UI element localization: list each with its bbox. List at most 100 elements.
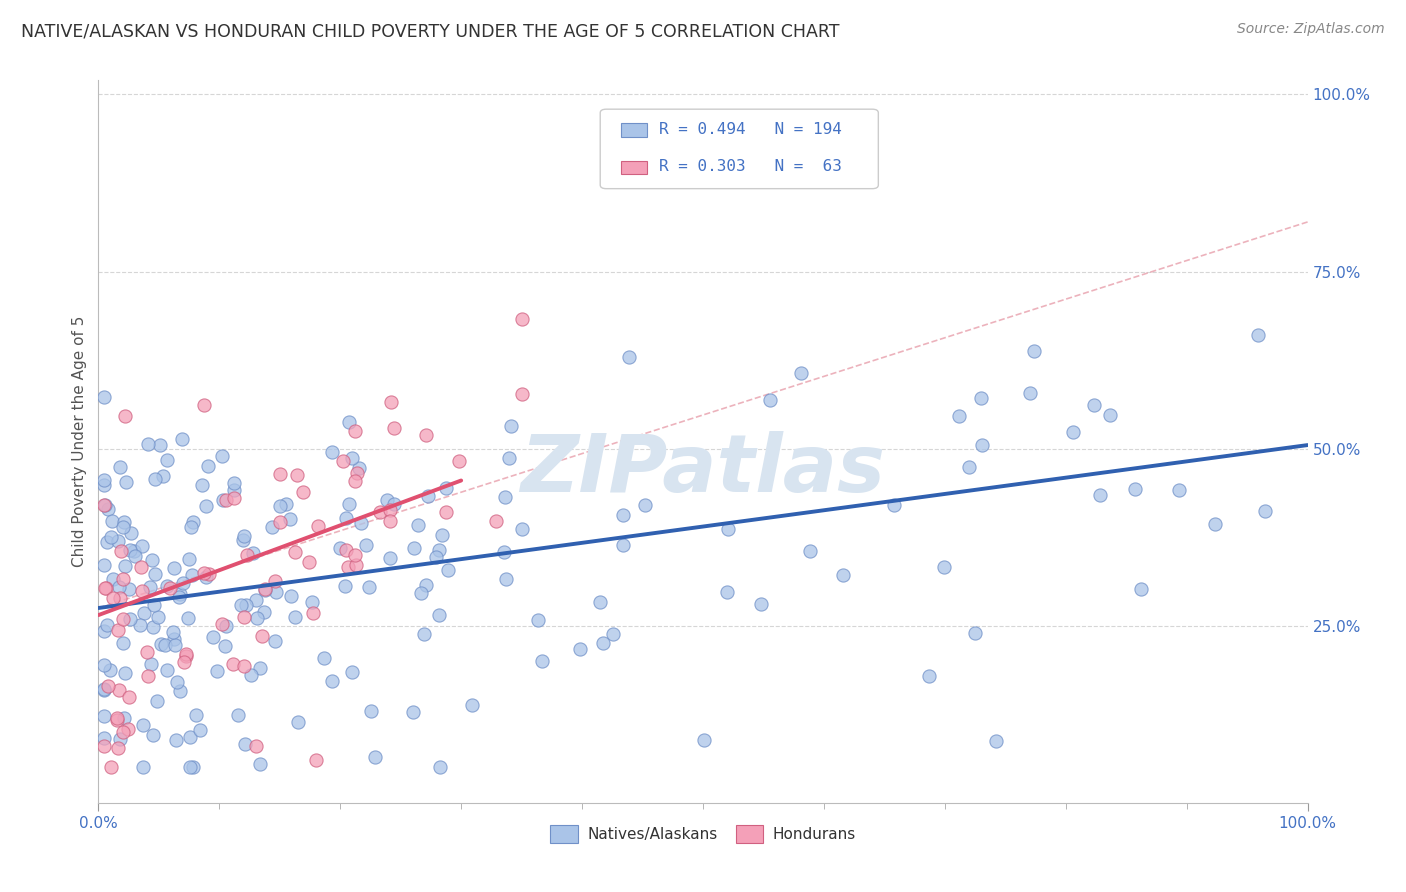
Point [162,624,184,639]
Point [948,409,970,423]
Point [494,490,516,504]
Point [378,502,401,516]
Point [107,623,129,637]
Point [350,516,373,530]
Point [193,566,215,580]
Point [167,590,190,604]
Point [1022,344,1045,359]
Point [314,651,336,665]
Point [195,499,218,513]
Point [93,731,115,745]
Point [263,574,285,588]
Point [101,514,124,528]
Point [759,393,782,408]
Point [224,483,246,498]
Point [101,591,124,605]
Point [617,350,640,364]
Point [249,757,271,772]
Point [93,624,115,638]
Point [530,654,553,668]
Point [232,610,254,624]
Point [132,606,155,620]
Point [799,544,821,558]
Point [240,667,263,681]
Point [114,558,136,573]
Point [205,664,228,678]
Point [118,690,141,704]
Point [321,444,343,458]
Point [364,750,387,764]
Point [693,733,716,747]
Point [180,520,202,534]
Point [100,760,122,774]
Point [340,665,363,679]
Point [93,682,115,697]
Point [183,760,205,774]
Point [292,485,315,500]
Point [284,610,307,624]
Point [165,733,187,747]
Point [114,666,136,681]
Point [335,579,357,593]
Point [153,638,176,652]
Point [343,425,366,439]
Point [111,572,134,586]
Point [110,543,132,558]
Point [101,572,124,586]
Point [107,741,129,756]
Point [427,543,450,558]
Point [122,544,145,558]
Point [337,415,360,429]
Point [510,387,533,401]
Point [335,510,357,524]
Legend: Natives/Alaskans, Hondurans: Natives/Alaskans, Hondurans [544,819,862,849]
Point [589,595,612,609]
Point [105,713,128,727]
Point [236,548,259,562]
Point [963,625,986,640]
Point [108,591,131,606]
Point [287,715,309,730]
Point [131,583,153,598]
Point [172,575,194,590]
Point [957,460,980,475]
Point [108,732,131,747]
Point [337,559,360,574]
Point [129,617,152,632]
Point [136,437,159,451]
Point [93,478,115,492]
Point [229,598,252,612]
Point [222,657,245,672]
Point [354,538,377,552]
Point [97,679,120,693]
Point [434,481,457,495]
Point [112,519,135,533]
Text: ZIPatlas: ZIPatlas [520,432,886,509]
Point [305,753,328,767]
Point [346,467,368,481]
Point [918,669,941,683]
Point [226,707,249,722]
Point [1088,488,1111,502]
Point [253,583,276,598]
Point [602,626,624,640]
Point [114,515,136,529]
Y-axis label: Child Poverty Under the Age of 5: Child Poverty Under the Age of 5 [72,316,87,567]
Point [301,595,323,609]
Point [97,502,120,516]
Point [120,525,142,540]
Point [146,694,169,708]
Point [1204,517,1226,532]
Point [132,760,155,774]
Point [150,637,173,651]
Point [302,606,325,620]
Point [284,544,307,558]
Point [174,648,197,663]
Point [232,658,254,673]
Point [177,611,200,625]
Point [96,618,118,632]
Point [138,580,160,594]
Point [321,674,343,689]
FancyBboxPatch shape [621,161,647,174]
Point [252,629,274,643]
